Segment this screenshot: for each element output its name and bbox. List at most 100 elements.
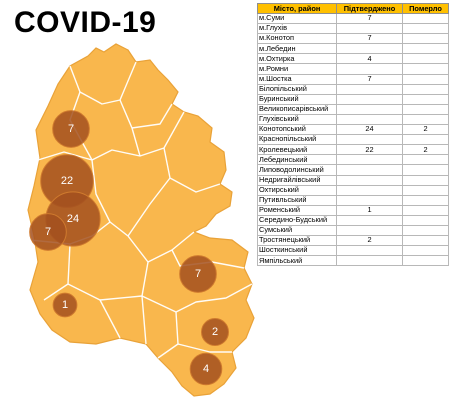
cell-location: м.Конотоп xyxy=(257,33,337,45)
cell-location: Буринський xyxy=(257,93,337,105)
cell-deaths xyxy=(402,53,449,65)
cell-deaths xyxy=(402,33,449,45)
table-row: м.Конотоп 7 xyxy=(257,33,449,45)
table-row: Конотопський 24 2 xyxy=(257,124,449,136)
table-row: Великописарівський xyxy=(257,103,449,115)
cell-confirmed xyxy=(336,154,403,166)
cell-confirmed: 24 xyxy=(336,124,403,136)
cell-deaths xyxy=(402,204,449,216)
table-row: Шосткинський xyxy=(257,245,449,257)
header-confirmed: Підтверджено xyxy=(336,3,403,14)
cell-deaths: 2 xyxy=(402,144,449,156)
cell-location: Путивльський xyxy=(257,194,337,206)
case-bubble-circle xyxy=(179,255,217,293)
cell-location: Сумський xyxy=(257,224,337,237)
cell-location: м.Охтирка xyxy=(257,53,337,65)
table-header-row: Місто, район Підтверджено Померло xyxy=(257,3,449,14)
case-bubble-label: 7 xyxy=(68,123,74,135)
case-bubble-label: 2 xyxy=(212,326,218,338)
case-bubble-label: 1 xyxy=(62,299,68,311)
cell-confirmed xyxy=(336,134,403,146)
cell-deaths xyxy=(402,184,449,196)
case-bubble: 7 xyxy=(179,255,217,293)
table-row: Сумський xyxy=(257,224,449,237)
cell-location: Великописарівський xyxy=(257,103,337,115)
case-bubble: 7 xyxy=(52,110,90,148)
cell-location: м.Лебедин xyxy=(257,43,337,55)
cell-deaths xyxy=(402,235,449,247)
case-bubble-label: 24 xyxy=(67,213,79,225)
case-bubble-label: 4 xyxy=(203,363,209,375)
cell-deaths xyxy=(402,63,449,75)
table-row: м.Охтирка 4 xyxy=(257,53,449,65)
table-row: Ямпільський xyxy=(257,255,449,267)
cell-location: Лебединський xyxy=(257,154,337,166)
cell-confirmed xyxy=(336,93,403,105)
cell-confirmed xyxy=(336,214,403,226)
cell-location: м.Шостка xyxy=(257,73,337,85)
cell-deaths xyxy=(402,23,449,35)
cell-confirmed: 2 xyxy=(336,235,403,247)
cell-location: Кролевецький xyxy=(257,144,337,156)
table-row: м.Ромни xyxy=(257,63,449,75)
table-row: Буринський xyxy=(257,93,449,105)
header-deaths: Померло xyxy=(402,3,449,14)
table-row: Краснопільський xyxy=(257,134,449,146)
cell-confirmed: 7 xyxy=(336,12,403,25)
cell-deaths xyxy=(402,83,449,95)
cell-deaths xyxy=(402,73,449,85)
cell-location: Роменський xyxy=(257,204,337,216)
cell-location: Ямпільський xyxy=(257,255,337,267)
cell-deaths: 2 xyxy=(402,124,449,136)
cell-confirmed xyxy=(336,164,403,176)
cell-location: Конотопський xyxy=(257,124,337,136)
table-row: Путивльський xyxy=(257,194,449,206)
cell-location: м.Глухів xyxy=(257,23,337,35)
cell-confirmed xyxy=(336,103,403,115)
cell-confirmed xyxy=(336,83,403,95)
cell-location: Тростянецький xyxy=(257,235,337,247)
cell-confirmed: 7 xyxy=(336,33,403,45)
cell-deaths xyxy=(402,43,449,55)
cell-confirmed xyxy=(336,23,403,35)
cell-confirmed xyxy=(336,174,403,186)
cell-deaths xyxy=(402,154,449,166)
case-bubble-label: 22 xyxy=(61,175,73,187)
case-bubble-circle xyxy=(52,110,90,148)
case-bubble: 4 xyxy=(189,352,223,386)
cell-location: Глухівський xyxy=(257,113,337,126)
table-row: Кролевецький 22 2 xyxy=(257,144,449,156)
cell-deaths xyxy=(402,194,449,206)
table-row: м.Суми 7 xyxy=(257,12,449,25)
cell-confirmed xyxy=(336,184,403,196)
cell-confirmed xyxy=(336,194,403,206)
cell-deaths xyxy=(402,245,449,257)
table-row: м.Глухів xyxy=(257,23,449,35)
cell-confirmed xyxy=(336,224,403,237)
cell-confirmed xyxy=(336,43,403,55)
case-bubble-label: 7 xyxy=(45,226,51,238)
cell-confirmed xyxy=(336,63,403,75)
cell-deaths xyxy=(402,164,449,176)
table-row: Білопільський xyxy=(257,83,449,95)
table-row: Тростянецький 2 xyxy=(257,235,449,247)
case-bubble-circle xyxy=(200,317,230,347)
cell-deaths xyxy=(402,134,449,146)
cell-confirmed xyxy=(336,245,403,257)
case-bubble-circle xyxy=(29,213,67,251)
cell-deaths xyxy=(402,214,449,226)
case-bubble-label: 7 xyxy=(195,268,201,280)
cell-deaths xyxy=(402,93,449,105)
case-bubble: 1 xyxy=(52,292,78,318)
cell-confirmed: 1 xyxy=(336,204,403,216)
table-row: Середино-Будський xyxy=(257,214,449,226)
cell-location: Липоводолинський xyxy=(257,164,337,176)
case-bubble-circle xyxy=(52,292,78,318)
cell-confirmed xyxy=(336,113,403,126)
table-row: м.Шостка 7 xyxy=(257,73,449,85)
cell-location: Охтирський xyxy=(257,184,337,196)
cell-location: Недригайлівський xyxy=(257,174,337,186)
cases-table: Місто, район Підтверджено Померло м.Суми… xyxy=(257,3,449,267)
